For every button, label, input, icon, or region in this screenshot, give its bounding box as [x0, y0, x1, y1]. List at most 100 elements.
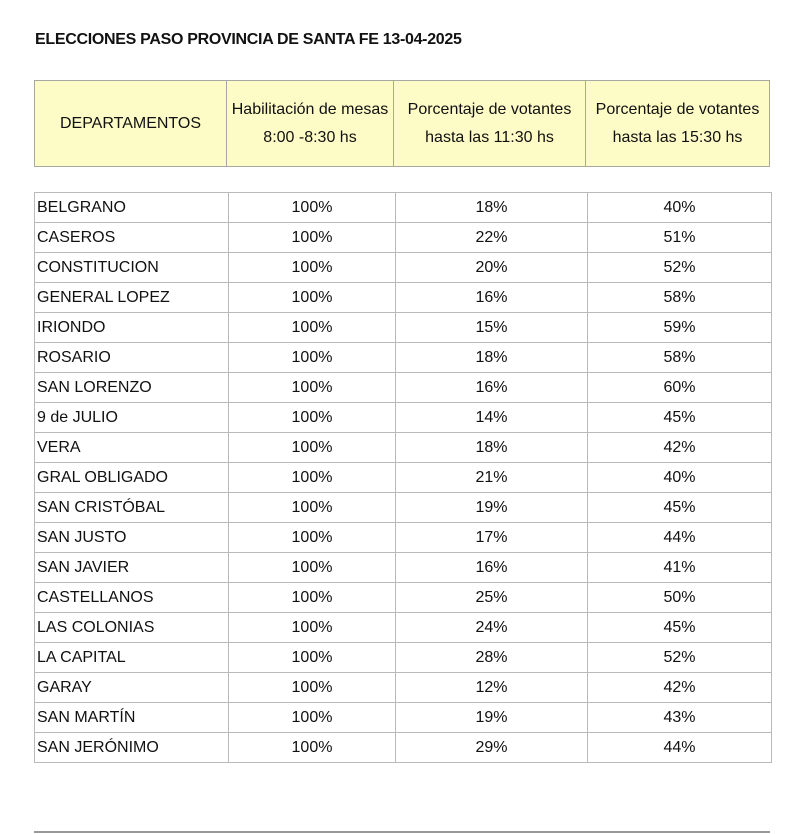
departamento-cell: CONSTITUCION: [34, 252, 229, 283]
votantes-1530-cell: 60%: [587, 372, 772, 403]
departamento-cell: 9 de JULIO: [34, 402, 229, 433]
table-row: GRAL OBLIGADO 100% 21% 40%: [34, 462, 772, 493]
habilitacion-cell: 100%: [228, 582, 396, 613]
departamento-cell: ROSARIO: [34, 342, 229, 373]
votantes-1130-cell: 28%: [395, 642, 588, 673]
votantes-1130-cell: 16%: [395, 552, 588, 583]
departamento-cell: CASEROS: [34, 222, 229, 253]
votantes-1530-cell: 58%: [587, 342, 772, 373]
votantes-1530-cell: 40%: [587, 192, 772, 223]
departamento-cell: SAN JERÓNIMO: [34, 732, 229, 763]
departamento-cell: GENERAL LOPEZ: [34, 282, 229, 313]
habilitacion-cell: 100%: [228, 672, 396, 703]
votantes-1530-cell: 58%: [587, 282, 772, 313]
table-row: SAN CRISTÓBAL 100% 19% 45%: [34, 492, 772, 523]
column-header-departamentos: DEPARTAMENTOS: [34, 80, 227, 167]
votantes-1530-cell: 45%: [587, 612, 772, 643]
votantes-1130-cell: 22%: [395, 222, 588, 253]
votantes-1530-cell: 44%: [587, 732, 772, 763]
votantes-1130-cell: 15%: [395, 312, 588, 343]
habilitacion-cell: 100%: [228, 252, 396, 283]
column-header-votantes-1130: Porcentaje de votantes hasta las 11:30 h…: [393, 80, 586, 167]
votantes-1530-cell: 52%: [587, 252, 772, 283]
departamento-cell: BELGRANO: [34, 192, 229, 223]
habilitacion-cell: 100%: [228, 432, 396, 463]
votantes-1130-cell: 19%: [395, 702, 588, 733]
votantes-1130-cell: 24%: [395, 612, 588, 643]
table-row: SAN JERÓNIMO 100% 29% 44%: [34, 732, 772, 763]
votantes-1530-cell: 51%: [587, 222, 772, 253]
votantes-1130-cell: 16%: [395, 372, 588, 403]
departamento-cell: SAN LORENZO: [34, 372, 229, 403]
table-row: GENERAL LOPEZ 100% 16% 58%: [34, 282, 772, 313]
results-table: BELGRANO 100% 18% 40% CASEROS 100% 22% 51% CONST…: [34, 192, 772, 763]
table-row: SAN JUSTO 100% 17% 44%: [34, 522, 772, 553]
habilitacion-cell: 100%: [228, 372, 396, 403]
habilitacion-cell: 100%: [228, 282, 396, 313]
table-row: SAN JAVIER 100% 16% 41%: [34, 552, 772, 583]
habilitacion-cell: 100%: [228, 492, 396, 523]
departamento-cell: CASTELLANOS: [34, 582, 229, 613]
departamento-cell: IRIONDO: [34, 312, 229, 343]
habilitacion-cell: 100%: [228, 402, 396, 433]
votantes-1530-cell: 50%: [587, 582, 772, 613]
votantes-1530-cell: 42%: [587, 432, 772, 463]
table-row: ROSARIO 100% 18% 58%: [34, 342, 772, 373]
habilitacion-cell: 100%: [228, 732, 396, 763]
votantes-1530-cell: 45%: [587, 492, 772, 523]
divider: [34, 831, 770, 833]
table-row: BELGRANO 100% 18% 40%: [34, 192, 772, 223]
votantes-1130-cell: 16%: [395, 282, 588, 313]
departamento-cell: SAN CRISTÓBAL: [34, 492, 229, 523]
departamento-cell: GRAL OBLIGADO: [34, 462, 229, 493]
votantes-1530-cell: 42%: [587, 672, 772, 703]
votantes-1130-cell: 12%: [395, 672, 588, 703]
table-row: LAS COLONIAS 100% 24% 45%: [34, 612, 772, 643]
votantes-1130-cell: 18%: [395, 192, 588, 223]
departamento-cell: GARAY: [34, 672, 229, 703]
column-header-habilitacion: Habilitación de mesas 8:00 -8:30 hs: [226, 80, 394, 167]
habilitacion-cell: 100%: [228, 192, 396, 223]
votantes-1130-cell: 14%: [395, 402, 588, 433]
votantes-1130-cell: 17%: [395, 522, 588, 553]
votantes-1130-cell: 18%: [395, 432, 588, 463]
habilitacion-cell: 100%: [228, 312, 396, 343]
departamento-cell: VERA: [34, 432, 229, 463]
votantes-1130-cell: 20%: [395, 252, 588, 283]
table-row: CONSTITUCION 100% 20% 52%: [34, 252, 772, 283]
table-row: LA CAPITAL 100% 28% 52%: [34, 642, 772, 673]
table-row: VERA 100% 18% 42%: [34, 432, 772, 463]
departamento-cell: SAN JUSTO: [34, 522, 229, 553]
departamento-cell: LA CAPITAL: [34, 642, 229, 673]
votantes-1130-cell: 25%: [395, 582, 588, 613]
habilitacion-cell: 100%: [228, 642, 396, 673]
habilitacion-cell: 100%: [228, 522, 396, 553]
votantes-1530-cell: 59%: [587, 312, 772, 343]
table-row: 9 de JULIO 100% 14% 45%: [34, 402, 772, 433]
departamento-cell: SAN JAVIER: [34, 552, 229, 583]
votantes-1130-cell: 18%: [395, 342, 588, 373]
table-row: CASEROS 100% 22% 51%: [34, 222, 772, 253]
habilitacion-cell: 100%: [228, 222, 396, 253]
habilitacion-cell: 100%: [228, 612, 396, 643]
table-row: CASTELLANOS 100% 25% 50%: [34, 582, 772, 613]
votantes-1530-cell: 40%: [587, 462, 772, 493]
habilitacion-cell: 100%: [228, 702, 396, 733]
habilitacion-cell: 100%: [228, 552, 396, 583]
votantes-1530-cell: 43%: [587, 702, 772, 733]
page-title: ELECCIONES PASO PROVINCIA DE SANTA FE 13…: [35, 31, 462, 48]
votantes-1530-cell: 44%: [587, 522, 772, 553]
votantes-1530-cell: 45%: [587, 402, 772, 433]
votantes-1130-cell: 21%: [395, 462, 588, 493]
table-row: SAN LORENZO 100% 16% 60%: [34, 372, 772, 403]
table-row: IRIONDO 100% 15% 59%: [34, 312, 772, 343]
table-header: DEPARTAMENTOS Habilitación de mesas 8:00…: [34, 80, 770, 167]
votantes-1530-cell: 41%: [587, 552, 772, 583]
table-row: GARAY 100% 12% 42%: [34, 672, 772, 703]
departamento-cell: SAN MARTÍN: [34, 702, 229, 733]
votantes-1130-cell: 29%: [395, 732, 588, 763]
table-row: SAN MARTÍN 100% 19% 43%: [34, 702, 772, 733]
habilitacion-cell: 100%: [228, 342, 396, 373]
habilitacion-cell: 100%: [228, 462, 396, 493]
column-header-votantes-1530: Porcentaje de votantes hasta las 15:30 h…: [585, 80, 770, 167]
